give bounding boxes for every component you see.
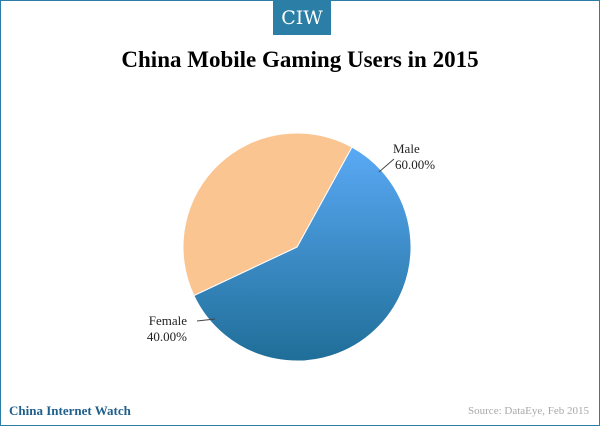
brand-logo-tab: CIW xyxy=(273,1,331,35)
source-note: Source: DataEye, Feb 2015 xyxy=(468,405,589,417)
leader-line-male xyxy=(378,158,395,173)
value-label-male: 60.00% xyxy=(395,157,435,172)
leader-line-female xyxy=(196,318,216,322)
pie-slice-male xyxy=(193,146,412,362)
pie-slice-female xyxy=(182,132,353,297)
category-label-male: Male xyxy=(393,141,420,156)
chart-title: China Mobile Gaming Users in 2015 xyxy=(121,47,479,72)
value-label-female: 40.00% xyxy=(147,329,187,344)
category-label-female: Female xyxy=(149,313,187,328)
footer-brand-name: China Internet Watch xyxy=(9,403,131,418)
